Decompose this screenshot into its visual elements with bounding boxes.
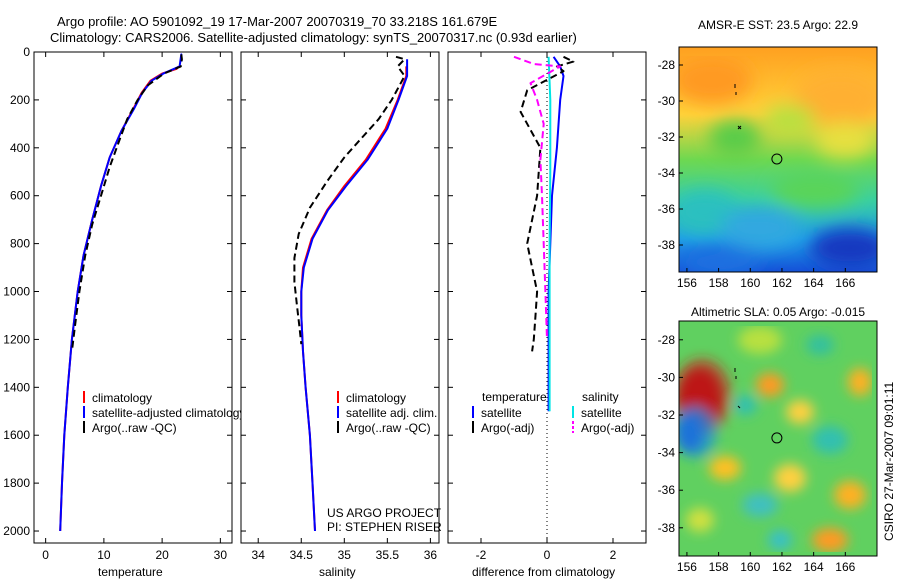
sst-map-panel: AMSR-E SST: 23.5 Argo: 22.9 156 158 160 162… (658, 18, 878, 290)
x-tick-label: 35 (338, 548, 352, 562)
x-tick-label: 36 (424, 548, 438, 562)
float-track (734, 368, 741, 409)
y-tick-label: 2000 (3, 524, 30, 538)
x-tick-label: -2 (476, 548, 487, 562)
y-tick-label: 800 (10, 237, 30, 251)
x-tick-label: 30 (214, 548, 228, 562)
legend-label-argo: Argo(..raw -QC) (92, 421, 177, 435)
map-y-tick-label: -38 (658, 521, 676, 535)
map-x-tick-label: 166 (835, 560, 855, 574)
salinity-legend: climatology satellite adj. clim. Argo(..… (337, 391, 437, 435)
x-tick-label: 34.5 (290, 548, 314, 562)
legend-label-climatology: climatology (346, 391, 406, 405)
salinity-xlabel: salinity (319, 565, 356, 579)
figure-title-line-1: Argo profile: AO 5901092_19 17-Mar-2007 … (57, 14, 498, 29)
x-tick-label: 2 (610, 548, 617, 562)
legend-label-satellite-adjusted: satellite-adjusted climatology (92, 406, 245, 420)
legend-label-temp-argo: Argo(-adj) (481, 421, 534, 435)
legend-label-argo: Argo(..raw -QC) (346, 421, 431, 435)
difference-panel: -2 0 2 difference from climatology tempera… (447, 51, 647, 579)
legend-title-temperature: temperature (482, 390, 547, 404)
sla-map-title: Altimetric SLA: 0.05 Argo: -0.015 (691, 305, 865, 319)
y-tick-label: 1200 (3, 332, 30, 346)
map-y-tick-label: -30 (658, 370, 676, 384)
salinity-axes-box (240, 51, 440, 544)
map-x-tick-label: 160 (740, 276, 760, 290)
sst-heatmap (679, 47, 877, 272)
series-line-argo-raw-qc (293, 55, 406, 345)
map-x-tick-label: 162 (772, 276, 792, 290)
y-tick-label: 200 (10, 93, 30, 107)
x-tick-label: 10 (97, 548, 111, 562)
map-x-tick-label: 164 (804, 276, 824, 290)
sst-map-title: AMSR-E SST: 23.5 Argo: 22.9 (698, 18, 858, 32)
map-y-tick-label: -32 (658, 408, 676, 422)
map-x-tick-label: 162 (772, 560, 792, 574)
sla-map-panel: Altimetric SLA: 0.05 Argo: -0.015 (658, 305, 878, 574)
y-tick-label: 1400 (3, 380, 30, 394)
timestamp-stamp: CSIRO 27-Mar-2007 09:01:11 (882, 381, 896, 541)
difference-xlabel: difference from climatology (472, 565, 615, 579)
sst-map-frame (678, 46, 878, 273)
argo-float-marker (771, 432, 783, 444)
temperature-panel: 0 10 20 30 0 200 400 600 800 1000 1200 1400 1600 1800… (3, 45, 245, 579)
y-tick-label: 1800 (3, 476, 30, 490)
legend-title-salinity: salinity (582, 390, 619, 404)
y-tick-label: 0 (23, 45, 30, 59)
x-tick-label: 0 (42, 548, 49, 562)
legend-label-temp-satellite: satellite (481, 406, 522, 420)
legend-label-sal-satellite: satellite (581, 406, 622, 420)
map-y-tick-label: -28 (658, 333, 676, 347)
y-tick-label: 600 (10, 189, 30, 203)
x-tick-label: 35.5 (376, 548, 400, 562)
map-x-tick-label: 156 (677, 560, 697, 574)
sla-map-frame (678, 320, 878, 557)
series-line-argo-raw-qc (70, 54, 183, 352)
map-x-tick-label: 160 (740, 560, 760, 574)
legend-label-sal-argo: Argo(-adj) (581, 421, 634, 435)
series-line-satellite-adj-clim (300, 59, 409, 532)
map-y-tick-label: -28 (658, 58, 676, 72)
map-y-tick-label: -36 (658, 202, 676, 216)
argo-float-marker (771, 153, 783, 165)
temperature-xlabel: temperature (98, 565, 163, 579)
map-y-tick-label: -30 (658, 94, 676, 108)
sla-heatmap (679, 321, 877, 556)
difference-legend: temperature satellite Argo(-adj) salinit… (468, 388, 640, 435)
series-line-salinity-argo-adj (513, 55, 562, 340)
salinity-panel: 34 34.5 35 35.5 36 salinity climatology sate… (240, 51, 442, 579)
pi-credit: PI: STEPHEN RISER (327, 520, 442, 534)
map-x-tick-label: 158 (709, 560, 729, 574)
map-y-tick-label: -38 (658, 238, 676, 252)
y-tick-label: 1600 (3, 428, 30, 442)
map-y-tick-label: -34 (658, 446, 676, 460)
map-x-tick-label: 166 (835, 276, 855, 290)
temperature-legend: climatology satellite-adjusted climatolo… (83, 391, 245, 435)
map-y-tick-label: -34 (658, 166, 676, 180)
legend-label-satellite: satellite adj. clim. (346, 406, 437, 420)
float-track (734, 84, 742, 130)
legend-label-climatology: climatology (92, 391, 152, 405)
x-tick-label: 34 (252, 548, 266, 562)
y-tick-label: 400 (10, 141, 30, 155)
temperature-axes-box (33, 51, 233, 544)
x-tick-label: 20 (155, 548, 169, 562)
series-line-salinity-satellite (547, 56, 552, 412)
map-y-tick-label: -32 (658, 130, 676, 144)
map-y-tick-label: -36 (658, 483, 676, 497)
y-tick-label: 1000 (3, 285, 30, 299)
map-x-tick-label: 156 (677, 276, 697, 290)
figure-title-line-2: Climatology: CARS2006. Satellite-adjuste… (50, 30, 577, 45)
x-tick-label: 0 (544, 548, 551, 562)
map-x-tick-label: 158 (709, 276, 729, 290)
project-credit: US ARGO PROJECT (327, 506, 442, 520)
map-x-tick-label: 164 (804, 560, 824, 574)
